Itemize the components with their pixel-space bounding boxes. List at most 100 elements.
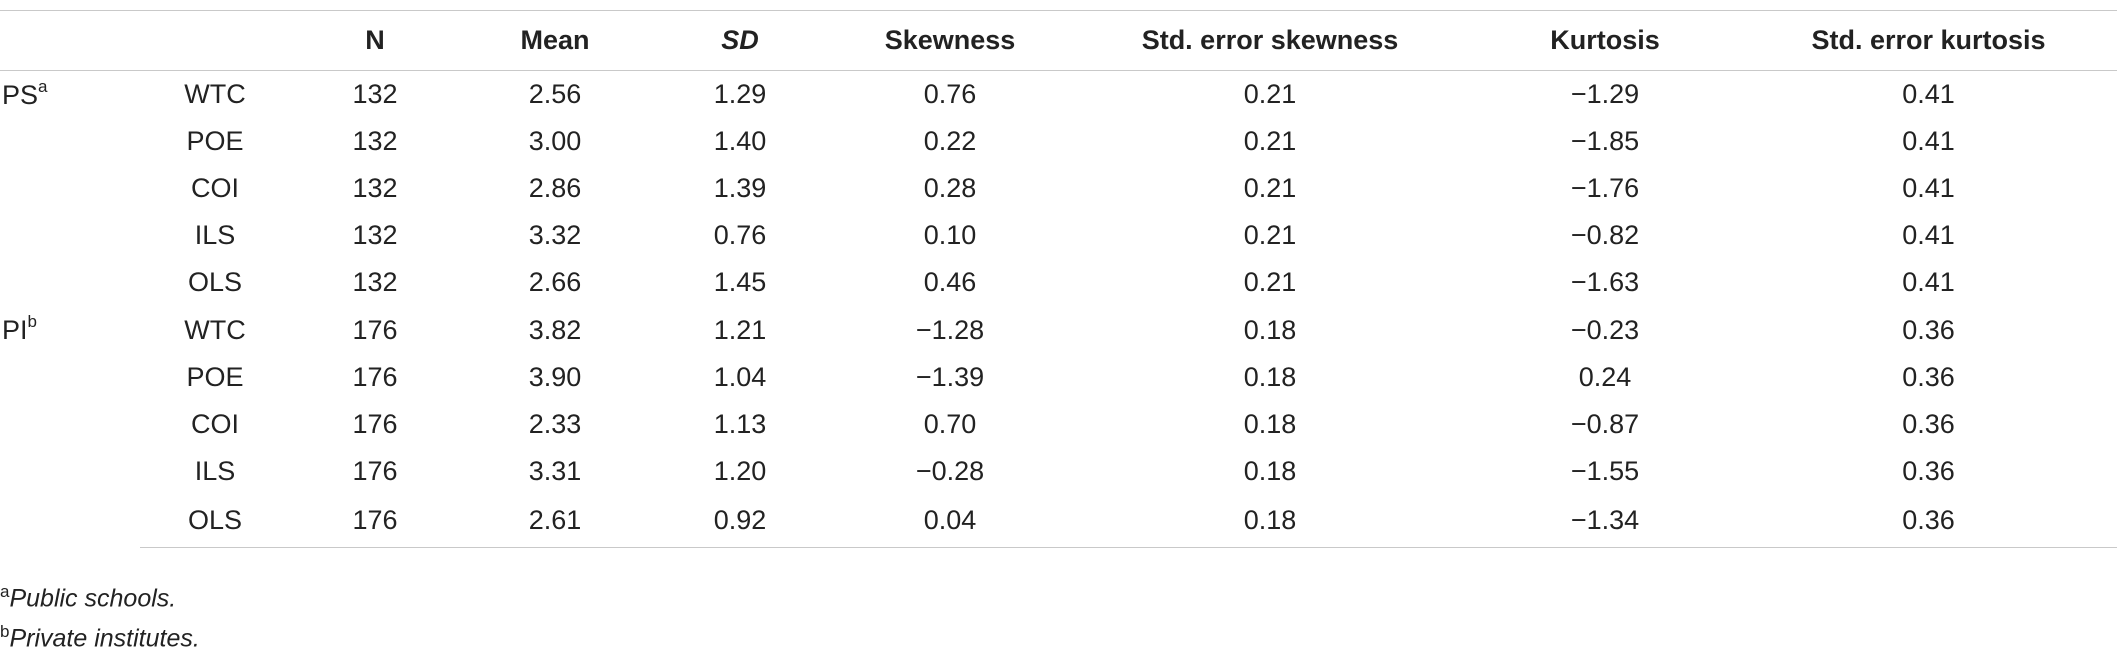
- group-label: PS: [2, 80, 39, 110]
- n-cell: 176: [352, 456, 398, 487]
- se-skewness-cell: 0.21: [1243, 172, 1297, 203]
- kurtosis-cell: −1.76: [1570, 172, 1640, 203]
- kurtosis-cell: −1.55: [1570, 456, 1640, 487]
- header-group: [0, 10, 140, 71]
- sd-cell: 1.39: [713, 172, 767, 203]
- kurtosis-cell: 0.24: [1578, 361, 1632, 392]
- sd-cell: 1.13: [713, 408, 767, 439]
- se-skewness-cell: 0.21: [1243, 125, 1297, 156]
- sd-cell: 0.76: [713, 220, 767, 251]
- table-body: PSa WTC 132 2.56 1.29 0.76 0.21 −1.29 0.41 POE 132…: [0, 71, 2117, 548]
- se-skewness-cell: 0.21: [1243, 220, 1297, 251]
- se-skewness-cell: 0.18: [1243, 314, 1297, 345]
- n-cell: 132: [352, 172, 398, 203]
- se-kurtosis-cell: 0.36: [1902, 314, 1955, 345]
- footnote-mark: b: [0, 622, 10, 642]
- se-skewness-cell: 0.18: [1243, 456, 1297, 487]
- kurtosis-cell: −0.23: [1570, 314, 1640, 345]
- variable-cell: WTC: [184, 78, 246, 109]
- header-std-error-kurtosis: Std. error kurtosis: [1740, 10, 2117, 71]
- footnote-b: bPrivate institutes.: [0, 615, 200, 655]
- se-skewness-cell: 0.18: [1243, 408, 1297, 439]
- mean-cell: 3.82: [528, 314, 582, 345]
- table-row: OLS 176 2.61 0.92 0.04 0.18 −1.34 0.36: [0, 495, 2117, 548]
- mean-cell: 3.90: [528, 361, 582, 392]
- table-row: PSa WTC 132 2.56 1.29 0.76 0.21 −1.29 0.41: [0, 71, 2117, 118]
- table-row: POE 176 3.90 1.04 −1.39 0.18 0.24 0.36: [0, 354, 2117, 401]
- se-kurtosis-cell: 0.41: [1902, 125, 1955, 156]
- footnote-text: Public schools.: [9, 584, 177, 613]
- se-kurtosis-cell: 0.36: [1902, 408, 1955, 439]
- n-cell: 132: [352, 220, 398, 251]
- mean-cell: 3.31: [528, 456, 582, 487]
- se-skewness-cell: 0.21: [1243, 267, 1297, 298]
- header-skewness: Skewness: [830, 10, 1070, 71]
- kurtosis-cell: −1.85: [1570, 125, 1640, 156]
- header-row: N Mean SD Skewness Std. error skewness K…: [0, 10, 2117, 71]
- se-kurtosis-cell: 0.41: [1902, 267, 1955, 298]
- sd-cell: 0.92: [650, 495, 830, 548]
- header-mean: Mean: [460, 10, 650, 71]
- skewness-cell: −1.39: [915, 361, 985, 392]
- table-row: COI 176 2.33 1.13 0.70 0.18 −0.87 0.36: [0, 401, 2117, 448]
- skewness-cell: 0.70: [923, 408, 977, 439]
- mean-cell: 2.33: [528, 408, 582, 439]
- table-row: ILS 176 3.31 1.20 −0.28 0.18 −1.55 0.36: [0, 448, 2117, 495]
- kurtosis-cell: −1.63: [1570, 267, 1640, 298]
- table-row: OLS 132 2.66 1.45 0.46 0.21 −1.63 0.41: [0, 259, 2117, 306]
- n-cell: 176: [352, 314, 398, 345]
- n-cell: 176: [352, 361, 398, 392]
- n-cell: 132: [352, 267, 398, 298]
- se-skewness-cell: 0.21: [1243, 78, 1297, 109]
- group-footnote-mark: a: [38, 77, 48, 96]
- se-skewness-cell: 0.18: [1070, 495, 1470, 548]
- se-kurtosis-cell: 0.41: [1902, 220, 1955, 251]
- mean-cell: 3.00: [528, 125, 582, 156]
- footnote-a: aPublic schools.: [0, 575, 200, 615]
- kurtosis-cell: −1.34: [1470, 495, 1740, 548]
- kurtosis-cell: −0.82: [1570, 220, 1640, 251]
- group-footnote-mark: b: [27, 312, 37, 332]
- table-row: PIb WTC 176 3.82 1.21 −1.28 0.18 −0.23 0.36: [0, 306, 2117, 353]
- variable-cell: WTC: [184, 314, 246, 345]
- sd-cell: 1.20: [713, 456, 767, 487]
- skewness-cell: 0.22: [923, 125, 977, 156]
- table-header: N Mean SD Skewness Std. error skewness K…: [0, 10, 2117, 71]
- variable-cell: ILS: [194, 456, 236, 487]
- skewness-cell: 0.28: [923, 172, 977, 203]
- n-cell: 132: [352, 125, 398, 156]
- sd-cell: 1.04: [713, 361, 767, 392]
- variable-cell: OLS: [187, 267, 243, 298]
- variable-cell: COI: [190, 408, 239, 439]
- mean-cell: 2.66: [528, 267, 582, 298]
- kurtosis-cell: −0.87: [1570, 408, 1640, 439]
- n-cell: 132: [352, 78, 398, 109]
- table-row: COI 132 2.86 1.39 0.28 0.21 −1.76 0.41: [0, 165, 2117, 212]
- table-row: ILS 132 3.32 0.76 0.10 0.21 −0.82 0.41: [0, 212, 2117, 259]
- header-variable: [140, 10, 290, 71]
- header-sd: SD: [650, 10, 830, 71]
- mean-cell: 2.86: [528, 172, 582, 203]
- skewness-cell: −0.28: [915, 456, 985, 487]
- se-kurtosis-cell: 0.36: [1902, 361, 1955, 392]
- skewness-cell: 0.46: [923, 267, 977, 298]
- sd-cell: 1.21: [713, 314, 767, 345]
- footnote-mark: a: [0, 582, 10, 601]
- sd-cell: 1.29: [713, 78, 767, 109]
- skewness-cell: −1.28: [915, 314, 985, 345]
- kurtosis-cell: −1.29: [1570, 78, 1640, 109]
- mean-cell: 2.61: [460, 495, 650, 548]
- skewness-cell: 0.10: [923, 220, 977, 251]
- variable-cell: OLS: [140, 495, 290, 548]
- mean-cell: 2.56: [528, 78, 582, 109]
- header-std-error-skewness: Std. error skewness: [1070, 10, 1470, 71]
- se-kurtosis-cell: 0.41: [1902, 78, 1955, 109]
- group-label-cell: PIb: [0, 306, 140, 547]
- se-kurtosis-cell: 0.36: [1902, 456, 1955, 487]
- skewness-cell: 0.04: [830, 495, 1070, 548]
- variable-cell: ILS: [194, 220, 236, 251]
- mean-cell: 3.32: [528, 220, 582, 251]
- variable-cell: COI: [190, 172, 239, 203]
- table-footnotes: aPublic schools. bPrivate institutes.: [0, 575, 200, 656]
